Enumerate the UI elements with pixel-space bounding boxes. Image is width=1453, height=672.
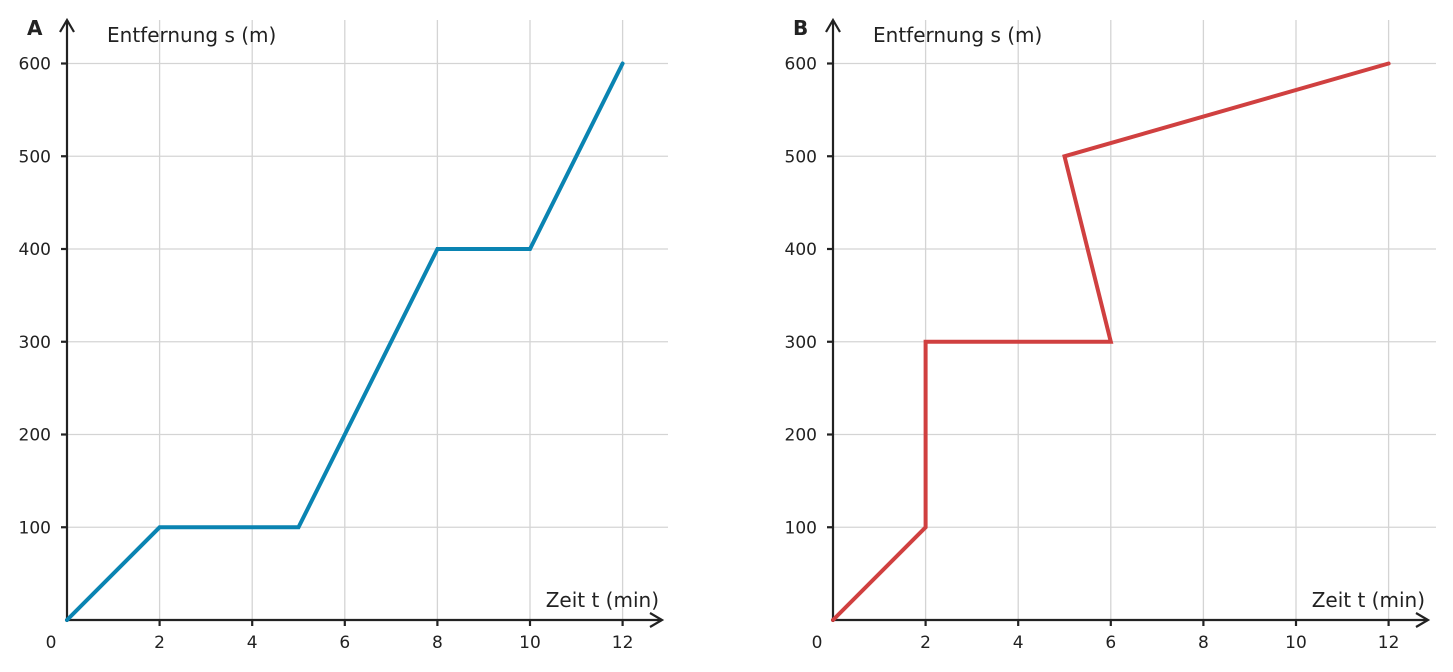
x-tick-label: 12 xyxy=(1378,633,1400,653)
y-tick-label: 200 xyxy=(785,426,817,446)
panel-label: A xyxy=(27,16,43,40)
x-tick-label: 12 xyxy=(612,633,634,653)
y-axis-title: Entfernung s (m) xyxy=(107,23,276,47)
origin-label: 0 xyxy=(812,633,823,653)
y-tick-label: 300 xyxy=(19,333,51,353)
x-tick-label: 10 xyxy=(1285,633,1307,653)
x-tick-label: 6 xyxy=(339,633,350,653)
x-tick-label: 4 xyxy=(1013,633,1024,653)
x-tick-label: 8 xyxy=(432,633,443,653)
y-tick-label: 600 xyxy=(785,55,817,75)
y-tick-label: 500 xyxy=(19,147,51,167)
y-tick-label: 200 xyxy=(19,426,51,446)
x-tick-label: 10 xyxy=(519,633,541,653)
x-axis-title: Zeit t (min) xyxy=(546,588,659,612)
y-axis-title: Entfernung s (m) xyxy=(873,23,1042,47)
origin-label: 0 xyxy=(46,633,57,653)
x-tick-label: 2 xyxy=(920,633,931,653)
x-tick-label: 2 xyxy=(154,633,165,653)
y-tick-label: 600 xyxy=(19,55,51,75)
chart-panel-B: 2 4 6 8 10 12 100 200 300 400 500 600 0 Entfernung s … xyxy=(785,16,1436,653)
y-tick-label: 100 xyxy=(19,518,51,538)
y-tick-label: 500 xyxy=(785,147,817,167)
chart-panel-A: 2 4 6 8 10 12 100 200 300 400 500 600 0 Entfernung s … xyxy=(19,16,668,653)
y-tick-label: 300 xyxy=(785,333,817,353)
x-axis-title: Zeit t (min) xyxy=(1312,588,1425,612)
y-tick-label: 400 xyxy=(785,240,817,260)
x-tick-label: 4 xyxy=(247,633,258,653)
panel-label: B xyxy=(793,16,808,40)
x-tick-label: 6 xyxy=(1105,633,1116,653)
y-tick-label: 100 xyxy=(785,518,817,538)
x-tick-label: 8 xyxy=(1198,633,1209,653)
y-tick-label: 400 xyxy=(19,240,51,260)
